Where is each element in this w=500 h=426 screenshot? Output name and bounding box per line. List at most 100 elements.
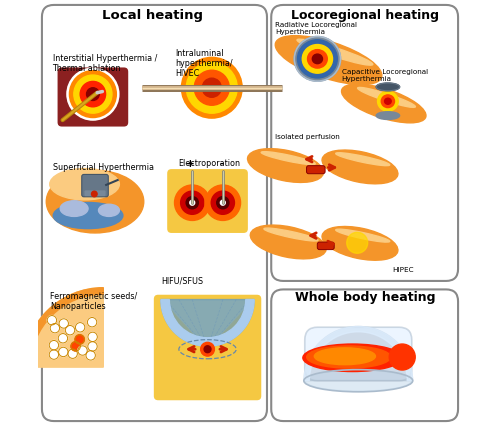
Circle shape (78, 346, 87, 355)
Text: +: + (186, 159, 195, 169)
Ellipse shape (248, 149, 324, 182)
Text: Superficial Hyperthermia: Superficial Hyperthermia (52, 163, 154, 172)
FancyBboxPatch shape (58, 67, 128, 127)
Circle shape (346, 232, 368, 253)
Circle shape (204, 346, 211, 353)
Ellipse shape (358, 87, 416, 107)
Ellipse shape (308, 50, 328, 68)
Wedge shape (24, 288, 103, 367)
Ellipse shape (53, 202, 123, 229)
Ellipse shape (294, 37, 341, 81)
Circle shape (68, 69, 118, 120)
Circle shape (59, 319, 69, 328)
Circle shape (71, 342, 81, 351)
Circle shape (76, 322, 85, 332)
Wedge shape (161, 299, 254, 346)
Text: Electroporation: Electroporation (178, 158, 240, 168)
Text: Capacitive Locoregional
Hyperthermia: Capacitive Locoregional Hyperthermia (342, 69, 428, 82)
Wedge shape (161, 299, 254, 346)
Wedge shape (24, 288, 103, 367)
Circle shape (86, 351, 96, 360)
Ellipse shape (314, 348, 376, 365)
FancyBboxPatch shape (306, 166, 325, 174)
Polygon shape (162, 299, 254, 349)
Circle shape (220, 200, 226, 205)
FancyBboxPatch shape (82, 174, 108, 197)
Circle shape (80, 81, 106, 107)
FancyBboxPatch shape (271, 289, 458, 421)
Circle shape (68, 349, 78, 358)
Circle shape (66, 325, 74, 335)
Circle shape (58, 334, 68, 343)
Ellipse shape (336, 153, 390, 166)
Ellipse shape (312, 54, 322, 63)
Ellipse shape (378, 91, 398, 111)
Circle shape (216, 196, 229, 209)
Circle shape (92, 191, 97, 197)
Circle shape (174, 185, 210, 220)
FancyBboxPatch shape (318, 242, 334, 250)
Ellipse shape (261, 152, 315, 164)
FancyBboxPatch shape (167, 169, 248, 233)
Circle shape (389, 344, 415, 370)
Circle shape (88, 342, 97, 351)
Circle shape (180, 191, 204, 214)
Ellipse shape (250, 225, 326, 259)
Circle shape (49, 350, 58, 359)
Wedge shape (304, 326, 412, 381)
Circle shape (74, 75, 112, 113)
FancyBboxPatch shape (154, 295, 262, 400)
Circle shape (86, 88, 99, 101)
Circle shape (180, 55, 244, 120)
Ellipse shape (306, 346, 391, 368)
Circle shape (186, 62, 238, 113)
Ellipse shape (384, 98, 391, 104)
Circle shape (75, 335, 85, 344)
FancyBboxPatch shape (42, 5, 267, 421)
Ellipse shape (336, 229, 390, 242)
Circle shape (88, 332, 98, 342)
Ellipse shape (305, 370, 412, 391)
Ellipse shape (275, 36, 382, 85)
FancyBboxPatch shape (271, 5, 458, 281)
Text: Radiative Locoregional
Hyperthermia: Radiative Locoregional Hyperthermia (276, 22, 357, 35)
Ellipse shape (303, 344, 402, 371)
Circle shape (49, 340, 58, 350)
Circle shape (50, 323, 59, 333)
Circle shape (205, 185, 240, 220)
Text: Interstitial Hyperthermia /
Thermal ablation: Interstitial Hyperthermia / Thermal abla… (52, 54, 157, 73)
Text: Locoregional heating: Locoregional heating (292, 9, 440, 22)
Circle shape (194, 70, 230, 105)
Ellipse shape (376, 112, 400, 119)
Ellipse shape (50, 169, 119, 200)
Ellipse shape (60, 201, 88, 216)
Text: Ferromagnetic seeds/
Nanoparticles: Ferromagnetic seeds/ Nanoparticles (50, 291, 138, 311)
Ellipse shape (264, 228, 318, 241)
Ellipse shape (297, 39, 373, 65)
Circle shape (202, 78, 222, 97)
Text: HIPEC: HIPEC (392, 268, 414, 273)
Ellipse shape (98, 204, 119, 216)
Text: Whole body heating: Whole body heating (295, 291, 436, 305)
Ellipse shape (382, 95, 394, 108)
Text: HIFU/SFUS: HIFU/SFUS (161, 277, 203, 286)
Circle shape (58, 347, 68, 357)
Text: Intraluminal
hyperthermia/
HIVEC: Intraluminal hyperthermia/ HIVEC (176, 49, 234, 78)
FancyBboxPatch shape (305, 327, 412, 381)
Circle shape (88, 317, 97, 327)
Circle shape (180, 56, 244, 120)
Ellipse shape (342, 84, 426, 123)
Circle shape (190, 200, 194, 205)
Text: -: - (219, 159, 224, 169)
Text: Isolated perfusion: Isolated perfusion (276, 135, 340, 141)
Ellipse shape (302, 45, 332, 73)
Ellipse shape (46, 170, 144, 233)
Circle shape (211, 191, 234, 214)
Ellipse shape (322, 227, 398, 260)
Ellipse shape (376, 83, 400, 91)
Text: Local heating: Local heating (102, 9, 203, 22)
Circle shape (47, 316, 56, 325)
Wedge shape (304, 326, 412, 381)
Ellipse shape (298, 40, 338, 78)
Circle shape (186, 196, 198, 209)
